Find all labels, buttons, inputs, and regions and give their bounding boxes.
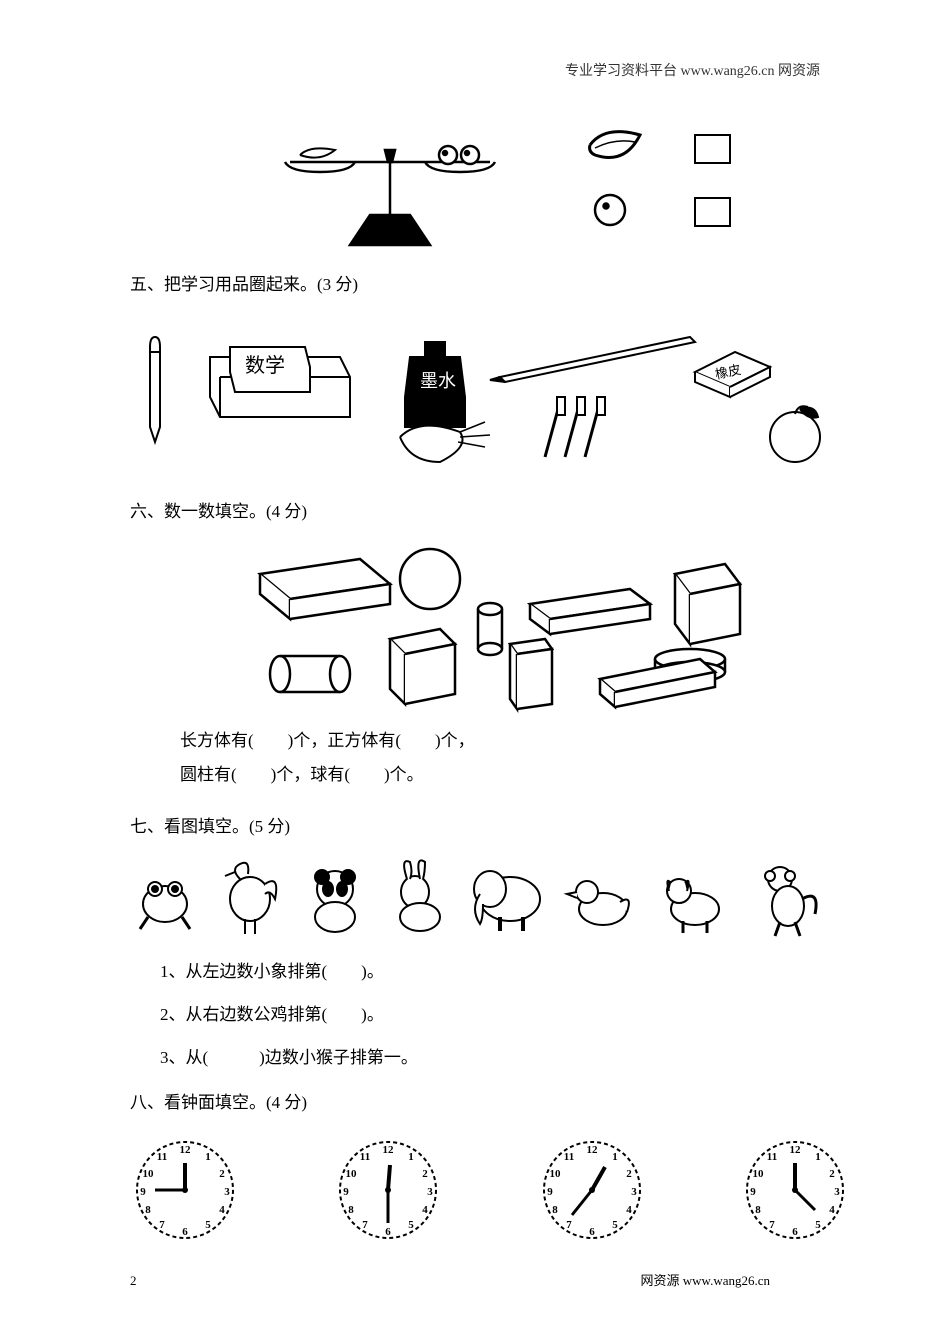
section-8-title: 八、看钟面填空。(4 分) (130, 1088, 850, 1113)
svg-text:9: 9 (140, 1186, 146, 1198)
svg-text:2: 2 (829, 1168, 835, 1180)
svg-text:数学: 数学 (245, 354, 285, 377)
svg-text:11: 11 (563, 1151, 573, 1163)
svg-text:8: 8 (552, 1204, 558, 1216)
svg-text:3: 3 (224, 1186, 230, 1198)
clock-3: 12 12 3 45 6 78 9 1011 (537, 1135, 647, 1245)
svg-text:6: 6 (589, 1226, 595, 1238)
svg-text:5: 5 (409, 1219, 415, 1231)
svg-text:12: 12 (180, 1144, 192, 1156)
svg-text:10: 10 (346, 1168, 358, 1180)
animals-illustration (130, 849, 850, 939)
svg-text:墨水: 墨水 (420, 371, 456, 391)
svg-text:2: 2 (219, 1168, 225, 1180)
section-7-title: 七、看图填空。(5 分) (130, 812, 850, 837)
svg-text:9: 9 (547, 1186, 553, 1198)
svg-text:2: 2 (626, 1168, 632, 1180)
svg-text:12: 12 (383, 1144, 395, 1156)
svg-text:8: 8 (755, 1204, 761, 1216)
svg-text:7: 7 (566, 1219, 572, 1231)
svg-text:8: 8 (145, 1204, 151, 1216)
svg-text:11: 11 (767, 1151, 777, 1163)
section-7: 七、看图填空。(5 分) (130, 812, 850, 1068)
svg-text:6: 6 (792, 1226, 798, 1238)
svg-text:6: 6 (182, 1226, 188, 1238)
section-5: 五、把学习用品圈起来。(3 分) 数学 墨水 (130, 270, 850, 477)
svg-text:7: 7 (769, 1219, 775, 1231)
svg-text:1: 1 (612, 1151, 618, 1163)
section-6-fill-2: 圆柱有( )个，球有( )个。 (180, 758, 850, 792)
svg-text:1: 1 (205, 1151, 211, 1163)
svg-text:11: 11 (360, 1151, 370, 1163)
svg-text:9: 9 (750, 1186, 756, 1198)
svg-text:9: 9 (344, 1186, 350, 1198)
section-6: 六、数一数填空。(4 分) (130, 497, 850, 792)
section-7-q1: 1、从左边数小象排第( )。 (160, 957, 850, 982)
section-5-title: 五、把学习用品圈起来。(3 分) (130, 270, 850, 295)
svg-text:10: 10 (143, 1168, 155, 1180)
svg-text:6: 6 (386, 1226, 392, 1238)
svg-text:3: 3 (834, 1186, 840, 1198)
svg-text:11: 11 (157, 1151, 167, 1163)
page-number: 2 (130, 1273, 137, 1289)
balance-scale-illustration (130, 110, 850, 270)
footer-source: 网资源 www.wang26.cn (641, 1270, 771, 1289)
svg-text:4: 4 (626, 1204, 632, 1216)
svg-text:10: 10 (549, 1168, 561, 1180)
header-source: 专业学习资料平台 www.wang26.cn 网资源 (565, 60, 820, 80)
section-8: 八、看钟面填空。(4 分) 1212 345 678 91011 1212 34… (130, 1088, 850, 1255)
svg-text:12: 12 (586, 1144, 598, 1156)
svg-text:5: 5 (612, 1219, 618, 1231)
svg-text:8: 8 (349, 1204, 355, 1216)
svg-text:7: 7 (159, 1219, 165, 1231)
section-7-q3: 3、从( )边数小猴子排第一。 (160, 1043, 850, 1068)
clock-1: 12 12 3 45 6 78 9 1011 (130, 1135, 240, 1245)
clock-2: 12 12 3 45 6 78 9 1011 (333, 1135, 443, 1245)
svg-text:12: 12 (789, 1144, 801, 1156)
svg-text:3: 3 (428, 1186, 434, 1198)
svg-text:2: 2 (423, 1168, 429, 1180)
shapes-illustration (130, 534, 850, 724)
school-supplies-illustration: 数学 墨水 (130, 307, 850, 477)
svg-text:4: 4 (423, 1204, 429, 1216)
svg-text:10: 10 (752, 1168, 764, 1180)
section-6-title: 六、数一数填空。(4 分) (130, 497, 850, 522)
svg-text:4: 4 (829, 1204, 835, 1216)
svg-text:1: 1 (409, 1151, 415, 1163)
clock-4: 12 12 3 45 6 78 9 1011 (740, 1135, 850, 1245)
section-7-q2: 2、从右边数公鸡排第( )。 (160, 1000, 850, 1025)
svg-text:5: 5 (815, 1219, 821, 1231)
svg-text:4: 4 (219, 1204, 225, 1216)
clocks-illustration: 1212 345 678 91011 1212 345 678 91011 (130, 1125, 850, 1255)
svg-text:7: 7 (363, 1219, 369, 1231)
svg-text:5: 5 (205, 1219, 211, 1231)
svg-text:3: 3 (631, 1186, 637, 1198)
svg-text:1: 1 (815, 1151, 821, 1163)
section-6-fill-1: 长方体有( )个，正方体有( )个， (180, 724, 850, 758)
